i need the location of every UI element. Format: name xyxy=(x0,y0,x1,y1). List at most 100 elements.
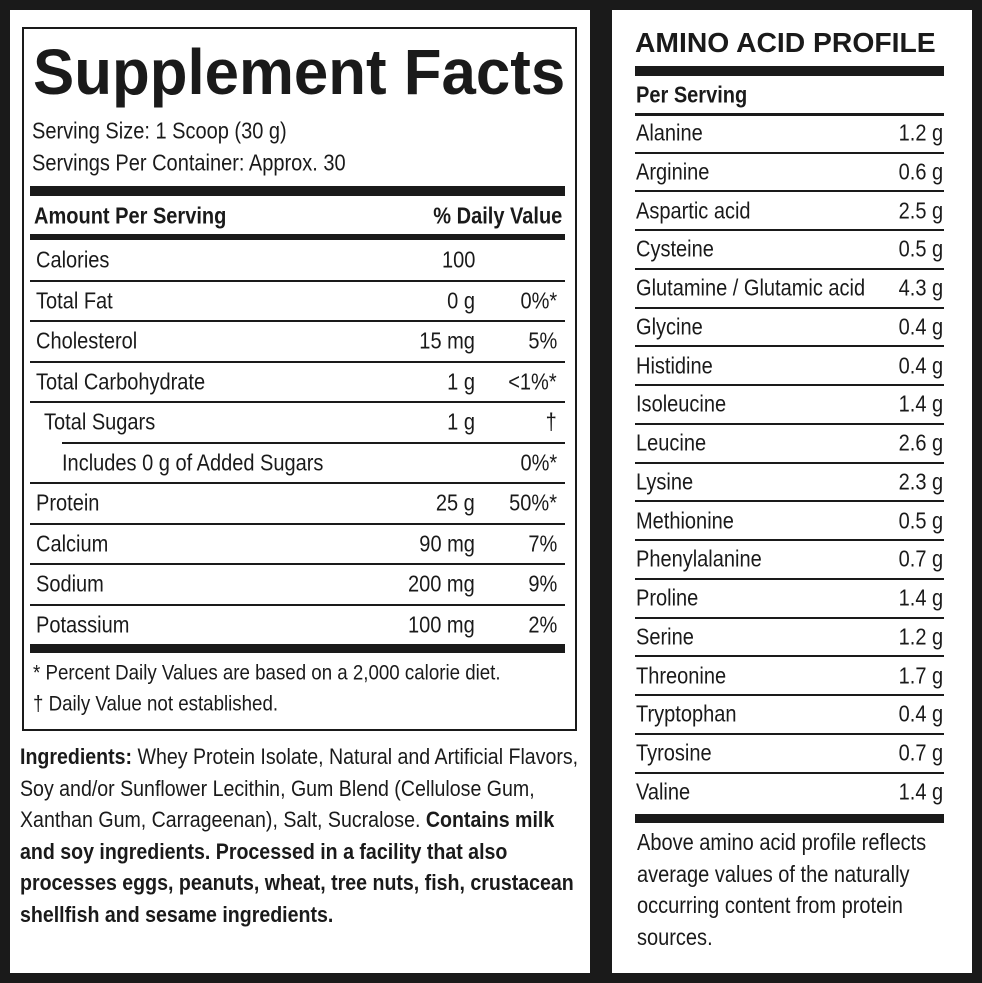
amino-name: Glutamine / Glutamic acid xyxy=(636,274,866,301)
nutrient-name: Includes 0 g of Added Sugars xyxy=(62,449,324,475)
nutrient-amount: 100 mg xyxy=(408,611,475,637)
amino-amount: 2.5 g xyxy=(898,197,943,223)
nutrient-name: Total Sugars xyxy=(44,408,156,435)
rule xyxy=(635,113,944,116)
nutrient-name: Cholesterol xyxy=(36,327,138,354)
rule xyxy=(635,616,944,619)
rule xyxy=(635,732,944,735)
amino-name: Histidine xyxy=(636,352,713,378)
nutrient-amount: 1 g xyxy=(447,408,475,435)
amino-name: Leucine xyxy=(636,429,707,456)
amino-amount: 1.4 g xyxy=(898,390,943,417)
rule xyxy=(30,279,565,282)
rule xyxy=(635,814,944,823)
rule xyxy=(635,306,944,309)
rule xyxy=(30,563,565,565)
nutrient-name: Protein xyxy=(36,489,100,516)
nutrient-amount: 200 mg xyxy=(408,570,475,597)
rule xyxy=(635,694,944,696)
nutrient-dv: <1%* xyxy=(508,368,557,394)
rule xyxy=(30,644,565,653)
nutrient-dv: † xyxy=(545,408,557,435)
nutrient-dv: 50%* xyxy=(509,489,557,516)
rule xyxy=(30,401,565,403)
ingredients: Ingredients: Whey Protein Isolate, Natur… xyxy=(20,741,579,931)
nutrient-name: Sodium xyxy=(36,570,104,597)
amino-amount: 4.3 g xyxy=(898,274,943,301)
nutrient-dv: 2% xyxy=(528,611,557,637)
amino-name: Tyrosine xyxy=(636,739,712,766)
amino-amount: 0.7 g xyxy=(898,545,943,572)
amino-name: Proline xyxy=(636,584,699,611)
amino-amount: 1.4 g xyxy=(898,584,943,611)
rule xyxy=(635,267,944,270)
amino-amount: 0.4 g xyxy=(898,313,943,340)
nutrient-amount: 100 xyxy=(441,246,475,273)
nutrient-amount: 90 mg xyxy=(419,530,475,556)
header-dv: % Daily Value xyxy=(432,202,562,229)
amino-amount: 0.4 g xyxy=(898,700,943,727)
header-amount: Amount Per Serving xyxy=(34,202,227,229)
serving-size: Serving Size: 1 Scoop (30 g) xyxy=(32,117,287,144)
rule xyxy=(30,522,565,525)
amino-name: Phenylalanine xyxy=(636,545,762,572)
rule xyxy=(635,229,944,231)
amino-name: Arginine xyxy=(636,158,710,185)
rule xyxy=(30,186,565,196)
rule xyxy=(635,422,944,425)
servings-per-container: Servings Per Container: Approx. 30 xyxy=(32,149,346,176)
rule xyxy=(635,577,944,580)
amino-amount: 1.2 g xyxy=(898,119,943,146)
rule xyxy=(30,234,565,240)
rule xyxy=(635,384,944,386)
nutrient-amount: 15 mg xyxy=(419,327,475,354)
nutrient-dv: 5% xyxy=(528,327,557,354)
amino-subheader: Per Serving xyxy=(636,81,748,108)
nutrient-name: Potassium xyxy=(36,611,130,637)
amino-title: AMINO ACID PROFILE xyxy=(635,27,936,58)
ingredients-segment: Ingredients: xyxy=(20,744,133,769)
rule xyxy=(30,320,565,322)
rule xyxy=(30,482,565,484)
amino-amount: 1.4 g xyxy=(898,778,943,805)
footnote: * Percent Daily Values are based on a 2,… xyxy=(33,660,501,685)
rule xyxy=(635,66,944,76)
nutrient-amount: 0 g xyxy=(447,287,475,313)
rule xyxy=(30,360,565,363)
nutrient-name: Total Carbohydrate xyxy=(36,368,206,394)
amino-name: Methionine xyxy=(636,507,734,533)
amino-amount: 0.5 g xyxy=(898,507,943,533)
rule xyxy=(635,461,944,464)
rule xyxy=(62,441,565,444)
ingredients-segment: Whey Protein Isolate, Natural and Artifi… xyxy=(20,744,579,833)
nutrient-dv: 0%* xyxy=(520,287,557,313)
rule xyxy=(30,603,565,606)
facts-box xyxy=(22,27,577,731)
nutrient-name: Total Fat xyxy=(36,287,113,313)
amino-amount: 2.6 g xyxy=(898,429,943,456)
amino-amount: 0.6 g xyxy=(898,158,943,185)
ingredients-segment: Contains milk and soy ingredients. Proce… xyxy=(20,807,574,927)
nutrient-amount: 1 g xyxy=(447,368,475,394)
left-panel xyxy=(10,10,590,973)
amino-amount: 1.2 g xyxy=(898,623,943,650)
rule xyxy=(635,771,944,774)
amino-name: Lysine xyxy=(636,468,694,495)
rule xyxy=(635,190,944,193)
amino-name: Threonine xyxy=(636,662,727,688)
footnote: † Daily Value not established. xyxy=(33,691,279,716)
rule xyxy=(635,151,944,154)
amino-name: Glycine xyxy=(636,313,703,340)
amino-name: Serine xyxy=(636,623,694,650)
amino-name: Tryptophan xyxy=(636,700,737,727)
amino-amount: 1.7 g xyxy=(898,662,943,688)
rule xyxy=(635,345,944,348)
amino-name: Isoleucine xyxy=(636,390,727,417)
amino-name: Alanine xyxy=(636,119,703,146)
nutrient-dv: 9% xyxy=(528,570,557,597)
nutrient-dv: 7% xyxy=(528,530,557,556)
amino-note: Above amino acid profile reflects averag… xyxy=(637,829,927,950)
rule xyxy=(635,500,944,503)
amino-amount: 0.5 g xyxy=(898,235,943,262)
